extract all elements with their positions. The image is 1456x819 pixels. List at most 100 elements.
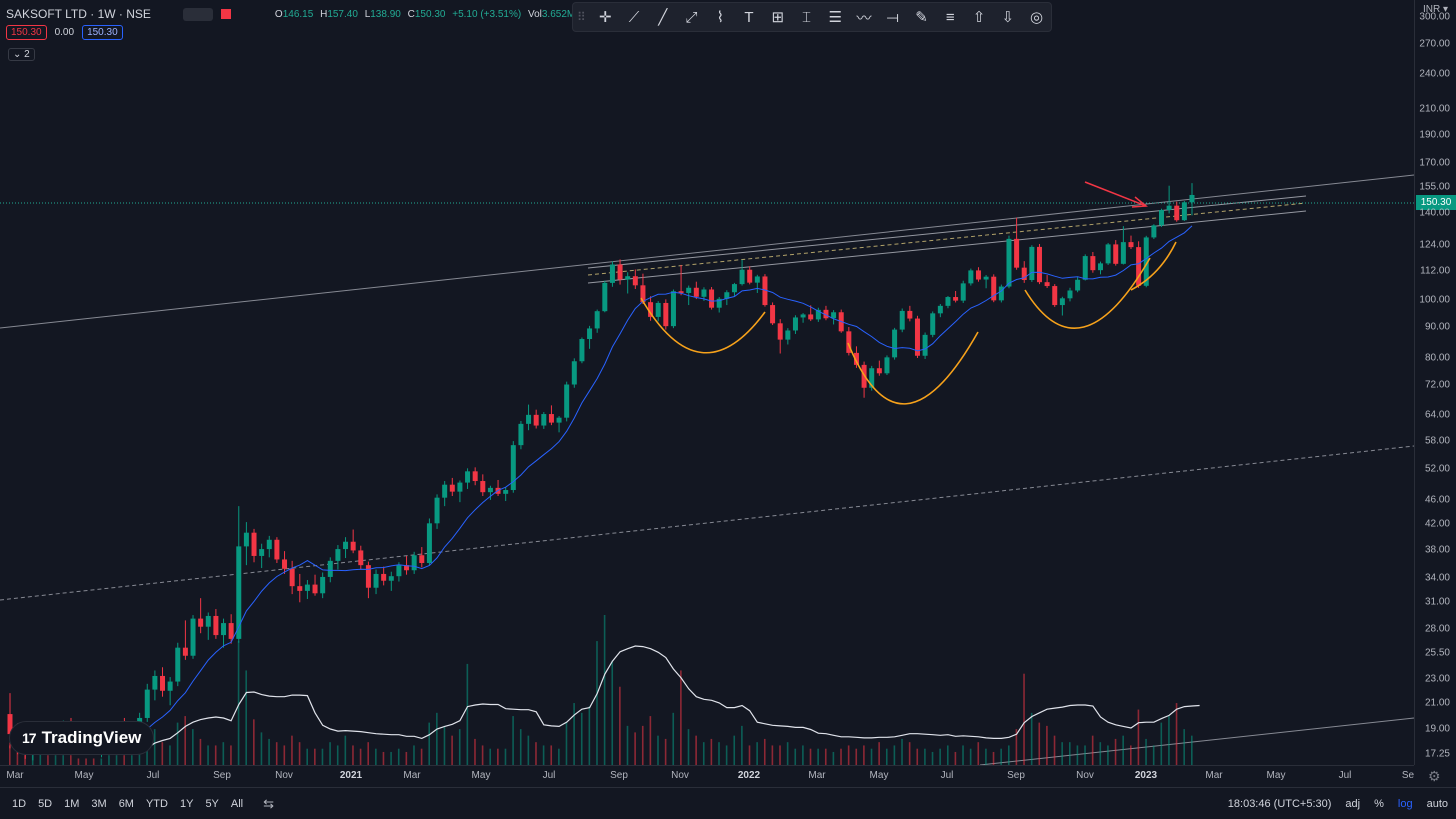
- price-tick-label: 155.00: [1419, 181, 1450, 193]
- volume-bar: [390, 751, 392, 765]
- volume-bar: [405, 751, 408, 765]
- percent-toggle[interactable]: %: [1374, 798, 1384, 810]
- candle: [526, 404, 532, 431]
- timeframe-1m-button[interactable]: 1M: [64, 797, 80, 810]
- parallel-channel-icon[interactable]: ☰: [828, 9, 842, 26]
- chart-legend: SAKSOFT LTD · 1W · NSE O146.15 H157.40 L…: [6, 6, 579, 22]
- candle: [373, 569, 379, 595]
- volume-bar: [1000, 748, 1002, 765]
- candle: [747, 266, 753, 285]
- time-tick-label: Jul: [146, 770, 160, 781]
- ray-icon[interactable]: ╱: [658, 9, 668, 26]
- currency-selector[interactable]: INR ▾: [1422, 4, 1448, 15]
- candle: [785, 328, 791, 345]
- timezone-clock[interactable]: 18:03:46 (UTC+5:30): [1227, 798, 1332, 810]
- auto-toggle[interactable]: auto: [1426, 798, 1448, 810]
- time-tick-label: May: [74, 770, 94, 781]
- candle: [587, 325, 593, 349]
- candle: [205, 612, 211, 640]
- path-icon[interactable]: ⌇: [716, 9, 724, 26]
- volume-bar: [115, 755, 118, 765]
- candle: [167, 677, 173, 706]
- candle: [556, 416, 562, 433]
- volume-bar: [397, 748, 400, 765]
- candle: [632, 269, 638, 289]
- timeframe-1d-button[interactable]: 1D: [12, 797, 27, 810]
- extended-line-icon[interactable]: ⤢: [685, 8, 698, 26]
- trend-line-icon[interactable]: ⟋: [628, 8, 640, 26]
- channel-lines[interactable]: [0, 174, 1415, 766]
- candle: [983, 275, 989, 289]
- volume-bar: [885, 748, 888, 765]
- volume-bar: [352, 745, 354, 765]
- date-range-icon[interactable]: ⇆: [263, 795, 275, 811]
- candle: [648, 296, 654, 321]
- candle: [670, 289, 676, 329]
- candle: [304, 579, 310, 599]
- flag-icon[interactable]: [220, 9, 231, 19]
- volume-bar: [771, 745, 774, 765]
- adj-toggle[interactable]: adj: [1345, 798, 1361, 810]
- price-tags: 150.30 0.00 150.30: [6, 25, 123, 40]
- arrow-up-icon[interactable]: ⇧: [972, 9, 986, 26]
- volume-bar: [108, 755, 110, 765]
- volume-bar: [786, 742, 789, 765]
- text-icon[interactable]: T: [744, 8, 754, 26]
- volume-bar: [519, 729, 522, 765]
- cup-patterns[interactable]: [640, 241, 1177, 405]
- volume-bars: [9, 615, 1200, 765]
- candle: [945, 296, 951, 309]
- timeframe-5d-button[interactable]: 5D: [38, 797, 53, 810]
- price-label-icon[interactable]: ⌶: [802, 8, 812, 26]
- volume-bar: [565, 722, 568, 765]
- candle: [777, 319, 783, 354]
- red-arrow-annotation[interactable]: [1084, 181, 1148, 208]
- volume-bar: [39, 751, 42, 765]
- wave-icon[interactable]: 〰: [856, 9, 872, 27]
- tradingview-logo[interactable]: 17 TradingView: [10, 722, 154, 754]
- volume-bar: [946, 745, 949, 765]
- volume-bar: [481, 745, 484, 765]
- time-axis[interactable]: Mar May Jul Sep Nov 2021 Mar May Jul Sep Nov 2022 Ma…: [0, 765, 1414, 785]
- timeframe-6m-button[interactable]: 6M: [118, 797, 134, 810]
- cursor-cross-icon[interactable]: ✛: [598, 9, 612, 26]
- drag-handle-icon[interactable]: ⠿: [577, 10, 586, 24]
- timeframe-1y-button[interactable]: 1Y: [179, 797, 194, 810]
- volume-bar: [260, 732, 263, 765]
- candle: [266, 535, 272, 558]
- timeframe-3m-button[interactable]: 3M: [91, 797, 107, 810]
- price-tick-label: 210.00: [1419, 103, 1450, 115]
- volume-bar: [580, 712, 583, 765]
- candle: [953, 290, 959, 303]
- price-axis[interactable]: INR ▾ 150.30 300.00 270.00 240.00 210.00 190…: [1414, 0, 1456, 765]
- target-icon[interactable]: ◎: [1029, 9, 1044, 26]
- volume-bar: [474, 738, 476, 765]
- horizontal-ray-icon[interactable]: ⟞: [886, 8, 899, 26]
- price-tick-label: 31.00: [1424, 596, 1450, 608]
- candle: [640, 273, 646, 305]
- volume-bar: [763, 738, 766, 765]
- candle: [541, 412, 547, 429]
- candle: [335, 545, 341, 570]
- candle: [251, 528, 257, 563]
- indicator-collapse-button[interactable]: ⌄ 2: [8, 48, 35, 61]
- volume-bar: [153, 729, 156, 765]
- grid-tool-icon[interactable]: ⊞: [771, 9, 785, 26]
- visibility-toggle-icon[interactable]: [182, 7, 213, 21]
- candle: [1014, 217, 1020, 270]
- log-toggle[interactable]: log: [1397, 798, 1413, 810]
- candle: [1158, 208, 1164, 227]
- volume-bar: [329, 742, 331, 765]
- volume-bar: [939, 748, 941, 765]
- fib-retracement-icon[interactable]: ≡: [945, 8, 955, 26]
- candle: [396, 562, 402, 582]
- arrow-down-icon[interactable]: ⇩: [1001, 9, 1015, 26]
- timeframe-ytd-button[interactable]: YTD: [145, 797, 168, 810]
- volume-bar: [47, 755, 49, 765]
- symbol-title[interactable]: SAKSOFT LTD · 1W · NSE: [6, 7, 151, 21]
- brush-icon[interactable]: ✎: [915, 9, 928, 26]
- timeframe-all-button[interactable]: All: [230, 797, 244, 810]
- settings-gear-icon[interactable]: ⚙: [1428, 768, 1441, 784]
- timeframe-5y-button[interactable]: 5Y: [205, 797, 219, 810]
